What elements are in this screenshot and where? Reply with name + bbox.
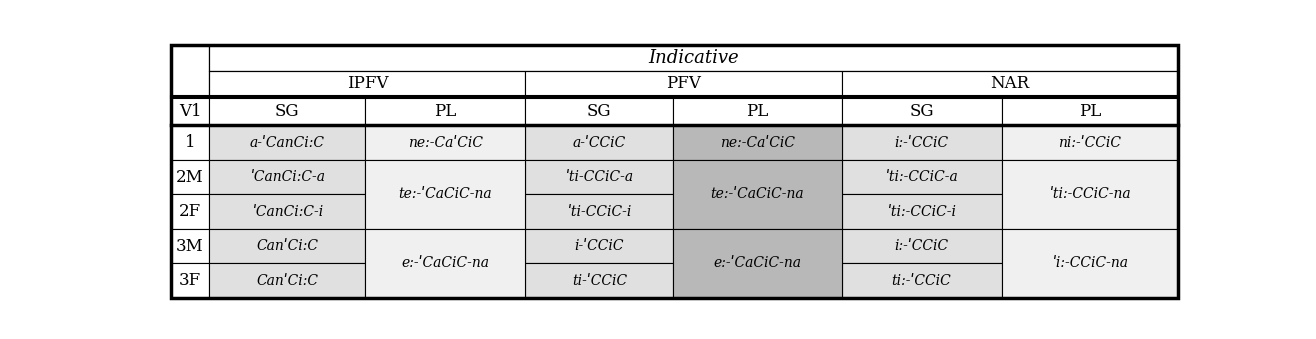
Bar: [1001, 125, 1178, 160]
Text: 2M: 2M: [176, 169, 204, 186]
Bar: [366, 160, 525, 229]
Bar: [171, 263, 209, 298]
Bar: [209, 44, 1178, 71]
Bar: [841, 263, 1001, 298]
Text: ti-ˈCCiC: ti-ˈCCiC: [571, 274, 626, 287]
Text: CanˈCi:C: CanˈCi:C: [257, 274, 318, 287]
Bar: [366, 229, 525, 298]
Text: i:-ˈCCiC: i:-ˈCCiC: [895, 136, 949, 150]
Bar: [209, 71, 525, 97]
Bar: [209, 229, 366, 263]
Text: i-ˈCCiC: i-ˈCCiC: [575, 239, 624, 253]
Bar: [171, 195, 209, 229]
Bar: [171, 44, 209, 97]
Text: Indicative: Indicative: [649, 48, 740, 67]
Bar: [841, 229, 1001, 263]
Bar: [171, 229, 209, 263]
Bar: [525, 97, 674, 125]
Text: ˈti:-CCiC-a: ˈti:-CCiC-a: [886, 170, 958, 184]
Text: a-ˈCCiC: a-ˈCCiC: [572, 136, 626, 150]
Bar: [674, 229, 841, 298]
Text: e:-ˈCaCiC-na: e:-ˈCaCiC-na: [401, 256, 490, 271]
Bar: [209, 97, 366, 125]
Bar: [171, 160, 209, 195]
Bar: [841, 97, 1001, 125]
Text: NAR: NAR: [991, 75, 1029, 93]
Bar: [171, 97, 209, 125]
Text: ˈti:-CCiC-na: ˈti:-CCiC-na: [1049, 187, 1130, 201]
Text: e:-ˈCaCiC-na: e:-ˈCaCiC-na: [713, 256, 801, 271]
Text: SG: SG: [587, 103, 612, 120]
Text: 2F: 2F: [179, 203, 201, 220]
Text: PFV: PFV: [666, 75, 701, 93]
Bar: [525, 125, 674, 160]
Bar: [841, 71, 1178, 97]
Bar: [525, 71, 841, 97]
Text: ne:-CaˈCiC: ne:-CaˈCiC: [720, 136, 795, 150]
Text: 3M: 3M: [176, 238, 204, 255]
Text: SG: SG: [275, 103, 300, 120]
Text: CanˈCi:C: CanˈCi:C: [257, 239, 318, 253]
Text: ni:-ˈCCiC: ni:-ˈCCiC: [1058, 136, 1121, 150]
Bar: [841, 195, 1001, 229]
Text: te:-ˈCaCiC-na: te:-ˈCaCiC-na: [399, 187, 492, 201]
Bar: [209, 263, 366, 298]
Text: SG: SG: [909, 103, 934, 120]
Bar: [209, 160, 366, 195]
Bar: [674, 125, 841, 160]
Text: 3F: 3F: [179, 272, 201, 289]
Text: te:-ˈCaCiC-na: te:-ˈCaCiC-na: [711, 187, 804, 201]
Text: ˈi:-CCiC-na: ˈi:-CCiC-na: [1051, 256, 1128, 271]
Bar: [366, 97, 525, 125]
Text: 1: 1: [184, 134, 195, 151]
Bar: [171, 125, 209, 160]
Text: ti:-ˈCCiC: ti:-ˈCCiC: [892, 274, 951, 287]
Bar: [674, 97, 841, 125]
Text: ˈti:-CCiC-i: ˈti:-CCiC-i: [887, 205, 957, 219]
Text: IPFV: IPFV: [346, 75, 388, 93]
Bar: [525, 160, 674, 195]
Text: PL: PL: [746, 103, 769, 120]
Text: ˈCanCi:C-a: ˈCanCi:C-a: [250, 170, 325, 184]
Bar: [366, 125, 525, 160]
Bar: [1001, 160, 1178, 229]
Bar: [209, 125, 366, 160]
Text: i:-ˈCCiC: i:-ˈCCiC: [895, 239, 949, 253]
Bar: [841, 125, 1001, 160]
Bar: [841, 160, 1001, 195]
Text: a-ˈCanCi:C: a-ˈCanCi:C: [250, 136, 325, 150]
Text: V1: V1: [179, 103, 201, 120]
Bar: [674, 160, 841, 229]
Text: ˈti-CCiC-a: ˈti-CCiC-a: [566, 170, 633, 184]
Text: ne:-CaˈCiC: ne:-CaˈCiC: [408, 136, 483, 150]
Bar: [525, 229, 674, 263]
Bar: [209, 195, 366, 229]
Text: ˈCanCi:C-i: ˈCanCi:C-i: [251, 205, 322, 219]
Bar: [525, 195, 674, 229]
Text: ˈti-CCiC-i: ˈti-CCiC-i: [567, 205, 632, 219]
Bar: [1001, 229, 1178, 298]
Bar: [525, 263, 674, 298]
Bar: [1001, 97, 1178, 125]
Text: PL: PL: [1079, 103, 1101, 120]
Text: PL: PL: [434, 103, 457, 120]
